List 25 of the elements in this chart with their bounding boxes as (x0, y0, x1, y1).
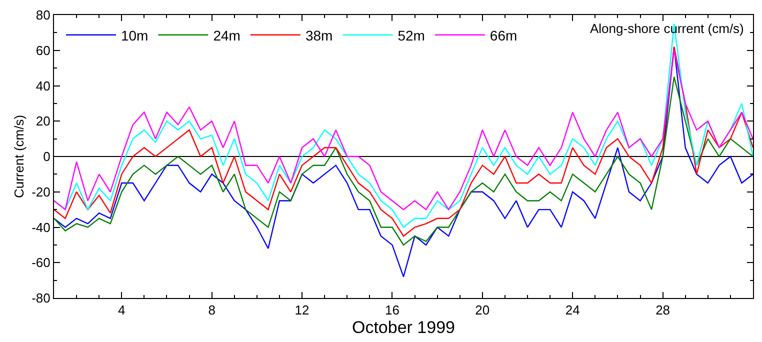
y-tick-label: 80 (36, 8, 50, 23)
legend-label: 24m (213, 27, 240, 44)
legend-label: 10m (120, 27, 148, 44)
y-tick-label: -60 (32, 255, 50, 270)
legend-label: 66m (490, 27, 518, 44)
x-axis-title: October 1999 (352, 318, 456, 337)
x-tick-label: 16 (384, 302, 400, 318)
legend-label: 38m (305, 27, 333, 44)
y-tick-label: -40 (32, 220, 50, 235)
x-tick-label: 8 (208, 302, 216, 318)
y-tick-label: -20 (32, 184, 50, 200)
y-tick-label: -80 (32, 290, 50, 306)
y-axis-title: Current (cm/s) (12, 114, 27, 198)
x-tick-label: 28 (656, 302, 670, 318)
y-tick-label: 0 (43, 149, 50, 164)
y-tick-label: 40 (36, 78, 50, 94)
y-tick-label: 20 (36, 114, 50, 129)
x-tick-label: 24 (565, 302, 580, 318)
x-tick-label: 12 (294, 302, 310, 318)
line-series (54, 50, 753, 210)
legend-label: 52m (398, 27, 425, 44)
y-tick-label: 60 (36, 42, 50, 58)
x-tick-label: 4 (118, 302, 126, 318)
x-tick-label: 20 (475, 302, 490, 318)
line-series (54, 76, 753, 246)
